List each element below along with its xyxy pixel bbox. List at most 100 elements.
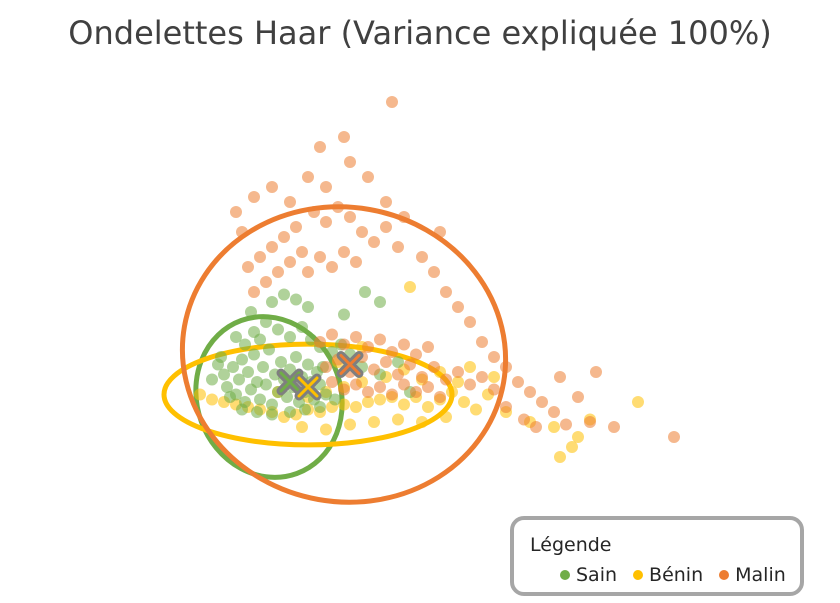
legend-item-benin: Bénin xyxy=(633,564,703,586)
point-sain-37 xyxy=(260,316,272,328)
point-benin-14 xyxy=(362,396,374,408)
point-malin-15 xyxy=(326,376,338,388)
point-malin-17 xyxy=(350,378,362,391)
point-malin-16 xyxy=(338,383,350,396)
point-benin-43 xyxy=(632,396,644,408)
point-sain-40 xyxy=(296,321,308,333)
legend-marker-benin xyxy=(633,570,644,580)
point-sain-60 xyxy=(299,403,311,416)
point-malin-10 xyxy=(440,373,452,386)
point-malin-87 xyxy=(608,421,620,433)
point-benin-33 xyxy=(368,416,380,428)
point-sain-57 xyxy=(251,406,263,418)
point-malin-29 xyxy=(362,341,374,353)
point-malin-11 xyxy=(452,366,464,378)
point-malin-68 xyxy=(452,301,464,313)
point-malin-73 xyxy=(266,181,278,193)
point-sain-52 xyxy=(359,286,371,298)
point-malin-93 xyxy=(338,131,350,143)
point-malin-79 xyxy=(524,386,536,398)
point-malin-9 xyxy=(428,361,440,373)
point-benin-17 xyxy=(398,398,410,411)
point-malin-92 xyxy=(386,96,398,108)
point-malin-63 xyxy=(380,196,392,208)
point-malin-40 xyxy=(254,251,266,263)
point-sain-16 xyxy=(266,398,278,411)
point-malin-74 xyxy=(434,226,446,238)
point-malin-69 xyxy=(464,316,476,328)
legend-item-sain: Sain xyxy=(560,564,617,586)
point-sain-22 xyxy=(284,363,296,376)
point-malin-20 xyxy=(386,388,398,401)
point-sain-12 xyxy=(254,393,266,406)
point-sain-3 xyxy=(227,361,239,373)
point-malin-72 xyxy=(248,191,260,203)
point-malin-56 xyxy=(380,221,392,233)
legend-marker-sain xyxy=(560,570,570,580)
point-malin-21 xyxy=(398,378,410,391)
point-malin-89 xyxy=(590,366,602,378)
point-malin-64 xyxy=(398,211,410,223)
point-malin-83 xyxy=(518,413,530,426)
point-malin-65 xyxy=(416,251,428,263)
point-malin-32 xyxy=(398,338,410,351)
point-sain-6 xyxy=(236,353,248,366)
point-malin-6 xyxy=(392,368,404,381)
point-sain-2 xyxy=(221,381,233,393)
point-sain-5 xyxy=(233,373,245,386)
point-malin-82 xyxy=(500,401,512,413)
point-malin-44 xyxy=(242,261,254,273)
point-benin-49 xyxy=(488,371,500,383)
point-sain-28 xyxy=(302,358,314,371)
point-malin-18 xyxy=(362,386,374,398)
point-sain-35 xyxy=(230,331,242,343)
point-sain-42 xyxy=(239,338,251,351)
point-benin-19 xyxy=(422,401,434,413)
point-benin-31 xyxy=(320,423,332,436)
point-sain-69 xyxy=(245,306,257,318)
point-malin-86 xyxy=(584,416,596,428)
point-malin-76 xyxy=(488,351,500,363)
point-malin-52 xyxy=(332,201,344,213)
point-malin-27 xyxy=(338,338,350,351)
point-malin-58 xyxy=(284,196,296,208)
ellipse-malin xyxy=(179,204,509,505)
point-malin-94 xyxy=(314,141,326,153)
point-malin-42 xyxy=(278,231,290,243)
point-malin-7 xyxy=(404,358,416,371)
centroid-markers xyxy=(276,351,364,401)
point-sain-14 xyxy=(260,378,272,391)
point-sain-58 xyxy=(266,408,278,421)
point-malin-71 xyxy=(230,206,242,218)
point-benin-42 xyxy=(566,441,578,453)
point-malin-13 xyxy=(476,371,488,383)
point-sain-34 xyxy=(320,388,332,401)
point-malin-30 xyxy=(374,333,386,346)
point-malin-53 xyxy=(344,211,356,223)
point-malin-28 xyxy=(350,331,362,343)
point-benin-23 xyxy=(470,403,482,416)
point-sain-63 xyxy=(215,351,227,363)
point-benin-15 xyxy=(374,393,386,406)
point-benin-40 xyxy=(572,431,584,443)
point-malin-57 xyxy=(392,241,404,253)
point-malin-26 xyxy=(326,328,338,341)
point-sain-19 xyxy=(275,356,287,368)
point-sain-15 xyxy=(263,343,275,356)
point-malin-78 xyxy=(512,376,524,388)
point-malin-41 xyxy=(266,241,278,253)
point-malin-47 xyxy=(326,261,338,273)
point-sain-48 xyxy=(266,296,278,308)
point-benin-13 xyxy=(350,401,362,413)
point-malin-45 xyxy=(302,266,314,278)
point-sain-8 xyxy=(242,366,254,378)
legend-marker-malin xyxy=(719,570,730,580)
point-malin-4 xyxy=(368,363,380,376)
legend-label-sain: Sain xyxy=(576,564,618,586)
point-malin-50 xyxy=(308,206,320,218)
point-sain-1 xyxy=(218,368,230,381)
point-benin-36 xyxy=(440,411,452,423)
point-malin-33 xyxy=(410,348,422,361)
legend-label-malin: Malin xyxy=(735,564,786,586)
